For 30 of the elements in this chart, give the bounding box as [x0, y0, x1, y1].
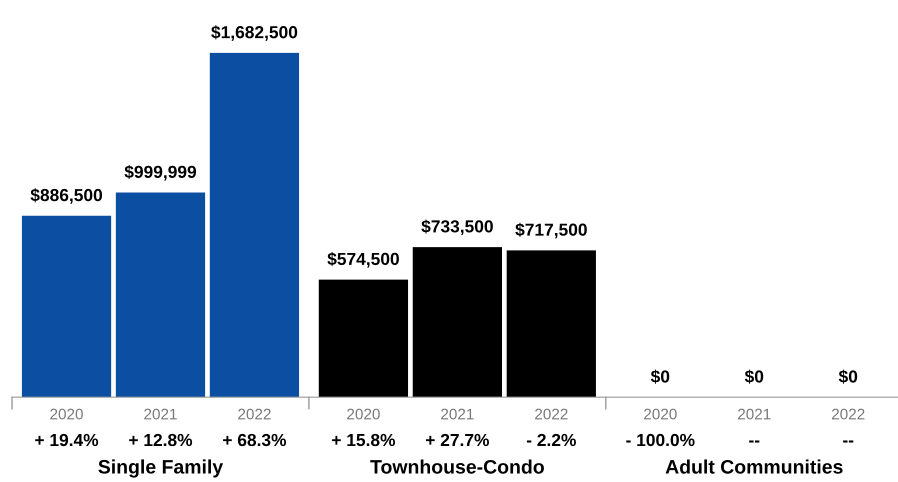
data-label: $0 — [744, 370, 764, 384]
x-tick-label: 2021 — [144, 408, 177, 420]
x-tick-label: 2022 — [832, 408, 864, 420]
text: + 12.8% — [129, 434, 192, 446]
text: + 15.8% — [332, 434, 396, 446]
text: Adult Communities — [666, 459, 843, 474]
text: -- — [843, 440, 854, 443]
data-label: $999,999 — [124, 164, 196, 181]
data-label: $0 — [650, 370, 670, 384]
x-tick-label: 2020 — [50, 408, 83, 420]
text: + 27.7% — [426, 434, 490, 446]
x-tick-label: 2022 — [535, 408, 568, 420]
text: Single Family — [98, 459, 224, 478]
text: + 19.4% — [35, 434, 98, 446]
text: Townhouse-Condo — [370, 459, 544, 474]
data-label: $1,682,500 — [211, 25, 298, 41]
data-label: $0 — [838, 370, 858, 384]
data-label: $717,500 — [515, 222, 587, 238]
x-tick-label: 2021 — [441, 408, 474, 420]
text: - 100.0% — [626, 434, 695, 446]
text: - 2.2% — [526, 434, 576, 446]
x-tick-label: 2020 — [644, 408, 677, 420]
data-label: $733,500 — [421, 219, 493, 236]
x-tick-label: 2020 — [347, 408, 380, 420]
text: -- — [749, 440, 760, 443]
text: + 68.3% — [223, 434, 286, 446]
data-label: $574,500 — [327, 252, 399, 268]
x-tick-label: 2022 — [238, 408, 271, 420]
data-label: $886,500 — [30, 188, 102, 204]
x-tick-label: 2021 — [738, 408, 771, 420]
